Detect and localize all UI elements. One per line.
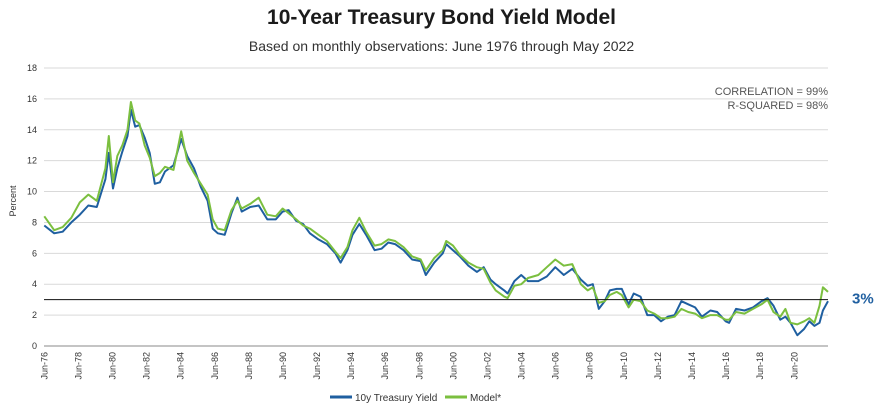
correlation-annotation: CORRELATION = 99% [715, 86, 828, 98]
x-tick-label: Jun-02 [482, 352, 492, 380]
legend: 10y Treasury Yield Model* [330, 393, 501, 404]
x-tick-label: Jun-08 [585, 352, 595, 380]
x-tick-label: Jun-80 [108, 352, 118, 380]
y-tick-label: 16 [27, 94, 37, 104]
x-tick-label: Jun-16 [721, 352, 731, 380]
x-tick-label: Jun-94 [346, 352, 356, 380]
y-tick-label: 4 [32, 279, 37, 289]
y-tick-label: 14 [27, 125, 37, 135]
x-tick-label: Jun-04 [517, 352, 527, 380]
x-tick-label: Jun-90 [278, 352, 288, 380]
reference-line-label: 3% [852, 291, 874, 308]
series-line-model [43, 101, 829, 326]
y-tick-label: 12 [27, 156, 37, 166]
x-tick-label: Jun-98 [414, 352, 424, 380]
x-tick-label: Jun-76 [39, 352, 49, 380]
chart-subtitle: Based on monthly observations: June 1976… [248, 38, 635, 54]
x-tick-label: Jun-78 [73, 352, 83, 380]
x-tick-label: Jun-88 [244, 352, 254, 380]
chart-title: 10-Year Treasury Bond Yield Model [267, 6, 616, 29]
y-tick-label: 18 [27, 63, 37, 73]
x-tick-label: Jun-84 [176, 352, 186, 380]
y-tick-label: 6 [32, 248, 37, 258]
x-tick-label: Jun-20 [789, 352, 799, 380]
x-tick-label: Jun-14 [687, 352, 697, 380]
x-tick-label: Jun-00 [448, 352, 458, 380]
x-tick-label: Jun-96 [380, 352, 390, 380]
y-tick-label: 0 [32, 341, 37, 351]
y-tick-label: 8 [32, 217, 37, 227]
x-tick-label: Jun-86 [210, 352, 220, 380]
x-tick-label: Jun-10 [619, 352, 629, 380]
r-squared-annotation: R-SQUARED = 98% [727, 100, 828, 112]
x-tick-label: Jun-92 [312, 352, 322, 380]
legend-label-treasury: 10y Treasury Yield [355, 393, 437, 404]
reference-line: 3% [44, 291, 874, 308]
y-axis-label: Percent [8, 185, 18, 217]
y-tick-label: 10 [27, 187, 37, 197]
x-tick-label: Jun-82 [142, 352, 152, 380]
x-axis-ticks: Jun-76 Jun-78 Jun-80 Jun-82 Jun-84 Jun-86 Jun-… [39, 345, 828, 380]
gridlines [44, 67, 828, 347]
series-line-treasury-yield [43, 108, 829, 337]
x-tick-label: Jun-18 [755, 352, 765, 380]
x-tick-label: Jun-12 [653, 352, 663, 380]
series-lines [43, 101, 829, 337]
y-axis-ticks: 0 2 4 6 8 10 12 14 16 18 [27, 63, 37, 351]
x-tick-label: Jun-06 [551, 352, 561, 380]
y-tick-label: 2 [32, 310, 37, 320]
legend-label-model: Model* [470, 393, 501, 404]
